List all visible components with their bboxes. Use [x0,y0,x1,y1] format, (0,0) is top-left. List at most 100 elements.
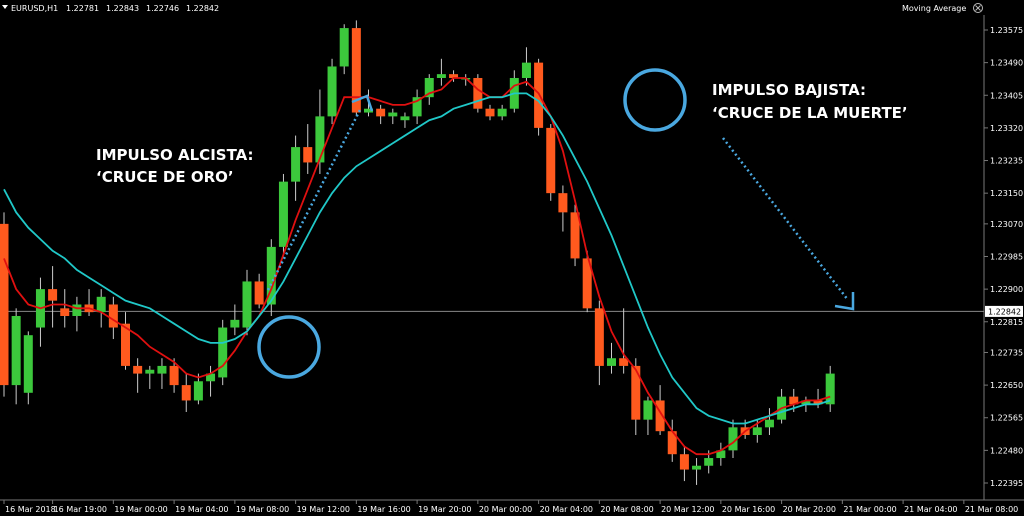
close-icon[interactable] [973,3,983,13]
candle-body [266,246,276,305]
x-tick-label: 19 Mar 12:00 [297,505,350,514]
candle-body [303,147,313,163]
y-tick-label: 1.23575 [990,26,1023,35]
ohlc-header: EURUSD,H1 1.22781 1.22843 1.22746 1.2284… [2,4,219,13]
symbol-label: EURUSD,H1 [11,4,58,13]
candle [169,358,179,393]
candle [108,296,118,340]
candle-body [436,74,446,78]
candle-body [218,327,228,378]
candle-body [291,147,301,182]
candle [485,104,495,121]
y-tick-label: 1.22480 [990,446,1023,455]
candle [96,289,106,328]
candle [242,269,252,336]
candle-body [412,97,422,117]
candle-body [801,400,811,405]
high-value: 1.22843 [106,4,139,13]
current-price-label: 1.22842 [988,307,1021,316]
candle [655,385,665,436]
candle-body [364,108,373,113]
y-tick-label: 1.22650 [990,381,1023,390]
x-tick-label: 20 Mar 16:00 [722,505,775,514]
death-cross-circle [623,68,687,132]
x-tick-label: 16 Mar 2018 [5,505,56,514]
candle-body [764,419,774,428]
candle-body [655,400,665,432]
ma-slow-line [3,92,831,425]
symbol-dropdown-icon[interactable] [2,5,8,9]
golden-cross-annotation: IMPULSO ALCISTA: ‘CRUCE DE ORO’ [96,146,254,186]
x-tick-label: 21 Mar 04:00 [904,505,957,514]
candle [728,419,738,459]
candle-body [546,127,556,194]
candle [436,58,446,86]
x-tick-label: 20 Mar 20:00 [783,505,836,514]
x-tick-label: 16 Mar 19:00 [54,505,107,514]
current-price-box [985,305,1023,317]
candle-body [400,116,410,121]
candle-body [692,465,702,470]
candle-body [242,281,252,328]
candle-body [11,316,21,386]
candle [692,458,702,485]
candle [278,173,288,255]
y-tick-label: 1.22395 [990,479,1023,488]
indicator-name: Moving Average [902,4,966,13]
candle-body [594,308,604,366]
candle-body [716,450,726,459]
candle-body [449,74,459,78]
candle-body [631,365,641,420]
x-tick-label: 20 Mar 04:00 [540,505,593,514]
indicator-label: Moving Average [902,3,983,13]
candle-body [230,319,240,328]
y-tick-label: 1.23320 [990,124,1023,133]
y-tick-label: 1.23405 [990,91,1023,100]
candle-body [327,66,337,117]
low-value: 1.22746 [146,4,179,13]
candle-body [254,281,264,305]
y-tick-label: 1.22815 [990,318,1023,327]
candle [121,312,130,370]
candle-body [96,296,106,313]
candle [23,331,33,405]
x-tick-label: 19 Mar 20:00 [418,505,471,514]
current-price-marker: 1.22842 [985,305,1023,317]
candle [48,266,58,328]
candle-body [145,369,155,374]
y-tick-label: 1.22900 [990,285,1023,294]
x-tick-label: 19 Mar 08:00 [236,505,289,514]
x-tick-label: 20 Mar 12:00 [661,505,714,514]
candle [449,70,459,82]
golden-cross-title: IMPULSO ALCISTA: [96,146,254,164]
y-tick-label: 1.23070 [990,220,1023,229]
candle-body [728,427,738,451]
candle [497,104,507,121]
candle [133,358,143,393]
candle [679,446,689,482]
candle [327,58,337,125]
candle-body [351,28,361,113]
candle-body [825,373,835,405]
candle [218,319,228,386]
candle-body [667,431,677,455]
candle-body [133,365,143,374]
candle [521,47,531,86]
candle-body [60,308,70,317]
candle-body [0,223,9,386]
candle [11,308,21,405]
candle-body [388,112,398,117]
candle [764,408,774,436]
x-tick-label: 21 Mar 08:00 [965,505,1018,514]
candle-body [72,304,82,317]
bullish-arrow-head [351,94,374,112]
candle-body [704,458,714,466]
candle [266,239,276,317]
candle-body [169,365,179,386]
candle [388,108,398,125]
candle [825,365,835,412]
candle [534,58,544,136]
candle-body [424,77,434,98]
candle [145,365,155,389]
